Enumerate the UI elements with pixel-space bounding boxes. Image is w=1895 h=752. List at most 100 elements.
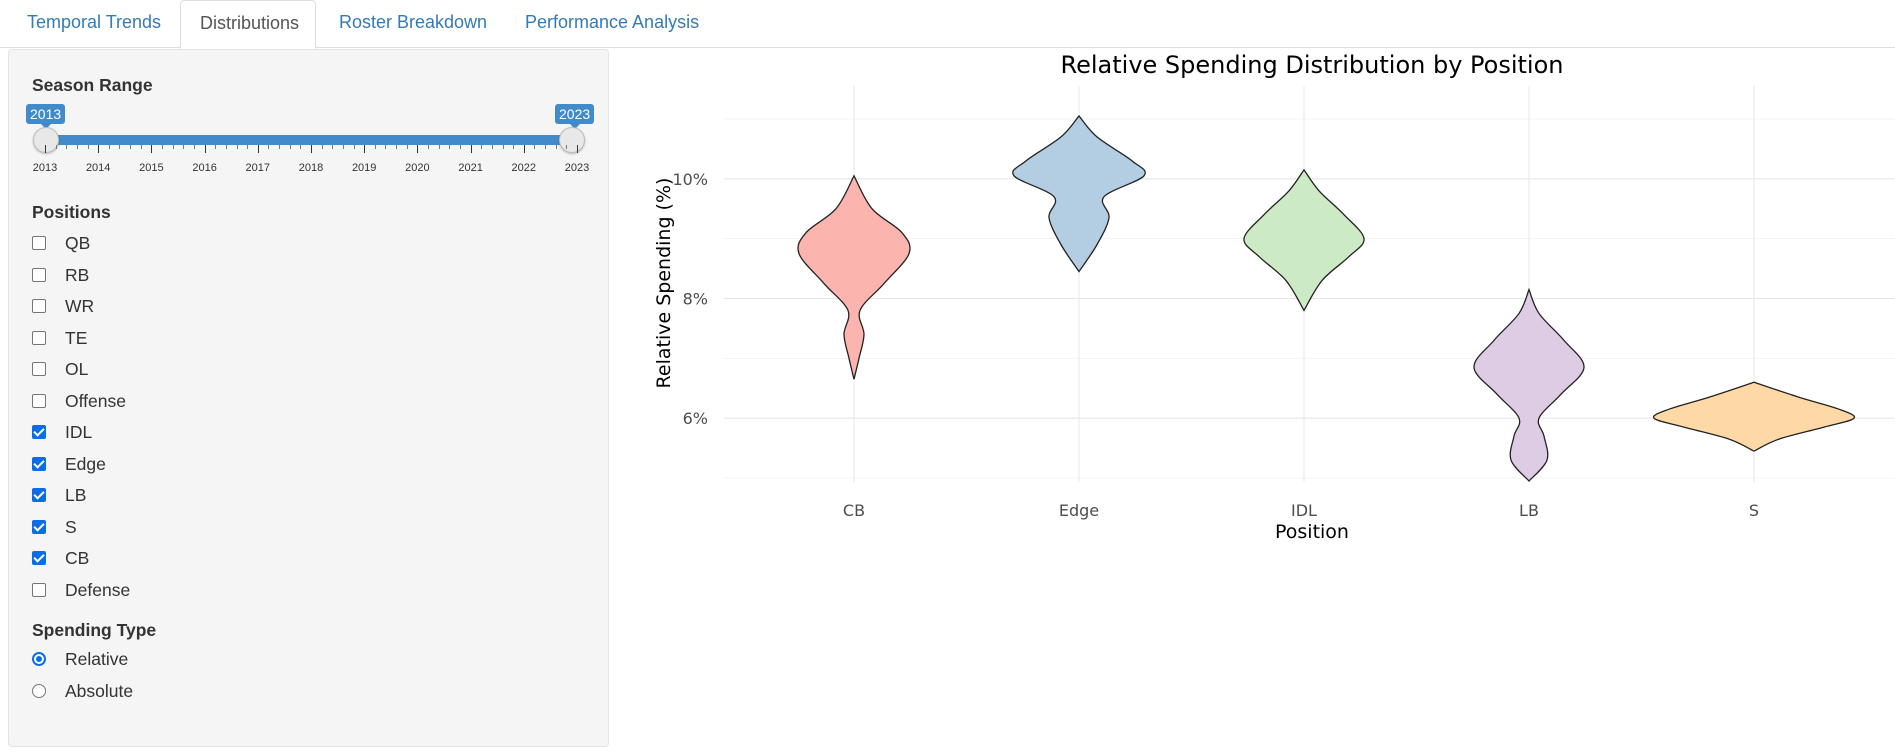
slider-minor-tick: [162, 145, 164, 149]
slider-minor-tick: [300, 145, 302, 149]
positions-label: Positions: [32, 202, 111, 222]
option-label: LB: [65, 485, 87, 505]
option-label: RB: [65, 264, 90, 285]
option-label: Defense: [65, 579, 131, 600]
chart-violins: [797, 114, 1856, 482]
checkbox[interactable]: [32, 362, 46, 376]
slider-minor-tick: [374, 145, 376, 149]
y-tick-label: 10%: [672, 170, 708, 189]
slider-tick-label: 2018: [298, 162, 324, 174]
slider-tick-label: 2021: [458, 162, 483, 174]
slider-minor-tick: [119, 145, 121, 149]
violin-lb: [1473, 287, 1585, 482]
checkbox[interactable]: [32, 425, 46, 439]
slider-minor-tick: [193, 145, 195, 149]
slider-minor-tick: [130, 145, 132, 149]
slider-minor-tick: [491, 145, 493, 149]
slider-minor-tick: [396, 145, 398, 149]
slider-minor-tick: [289, 145, 291, 149]
slider-tick-label: 2022: [511, 162, 537, 174]
checkbox[interactable]: [32, 456, 46, 471]
checkbox[interactable]: [32, 551, 46, 565]
tab-roster-breakdown[interactable]: Roster Breakdown: [339, 12, 488, 32]
option-label: IDL: [65, 422, 93, 442]
x-tick-label: S: [1749, 501, 1759, 520]
slider-to-value: 2023: [555, 104, 595, 129]
checkbox[interactable]: [32, 236, 46, 250]
slider-tick-label: 2016: [192, 162, 217, 174]
x-tick-label: IDL: [1291, 501, 1317, 520]
slider-minor-tick: [555, 145, 557, 149]
x-tick-label: Edge: [1059, 501, 1099, 520]
slider-minor-tick: [140, 145, 142, 149]
slider-minor-tick: [247, 145, 249, 149]
tab-performance-analysis[interactable]: Performance Analysis: [525, 12, 700, 32]
slider-minor-tick: [353, 145, 355, 149]
slider-minor-tick: [279, 145, 281, 149]
slider-minor-tick: [449, 145, 451, 149]
chart-x-axis-title: Position: [1275, 521, 1349, 543]
checkbox[interactable]: [32, 488, 46, 502]
tab-distributions[interactable]: Distributions: [180, 0, 316, 49]
slider-major-tick: [577, 145, 578, 153]
checkbox[interactable]: [32, 393, 46, 408]
slider-minor-tick: [406, 145, 408, 149]
slider-minor-tick: [66, 145, 68, 149]
slider-major-tick: [151, 145, 153, 153]
option-label: WR: [65, 296, 95, 316]
chart-title: Relative Spending Distribution by Positi…: [1061, 51, 1564, 79]
chart-y-axis: 6% 8% 10%: [672, 170, 708, 428]
radio-button[interactable]: [32, 652, 46, 666]
slider-minor-tick: [55, 145, 57, 149]
chart-x-axis: CB Edge IDL LB S: [843, 501, 1759, 520]
slider-minor-tick: [502, 145, 504, 149]
tab-temporal-trends[interactable]: Temporal Trends: [27, 12, 162, 32]
violin-s: [1652, 381, 1856, 452]
slider-tick-label: 2014: [85, 162, 111, 174]
spending-type-label: Spending Type: [32, 620, 157, 640]
sidebar-panel: Season Range 2013 2023 2013 2014 2015 2016 2…: [8, 49, 609, 747]
season-range-label: Season Range: [32, 75, 153, 95]
x-tick-label: CB: [843, 501, 865, 520]
checkbox[interactable]: [32, 267, 46, 282]
slider-minor-tick: [332, 145, 334, 149]
slider-to-handle[interactable]: [559, 127, 585, 153]
checkbox[interactable]: [32, 330, 46, 345]
slider-minor-tick: [342, 145, 344, 149]
slider-major-tick: [311, 145, 312, 153]
slider-minor-tick: [108, 145, 110, 149]
slider-minor-tick: [172, 145, 174, 149]
tab-bar: Temporal Trends Distributions Roster Bre…: [0, 0, 1895, 49]
slider-minor-tick: [438, 145, 440, 149]
slider-minor-tick: [566, 145, 568, 149]
option-label: OL: [65, 359, 89, 379]
slider-track[interactable]: [45, 135, 577, 145]
violin-idl: [1243, 168, 1365, 312]
slider-minor-tick: [321, 145, 323, 149]
slider-tick-label: 2015: [139, 162, 164, 174]
checkbox[interactable]: [32, 519, 46, 534]
slider-minor-tick: [513, 145, 515, 149]
checkbox[interactable]: [32, 582, 46, 597]
slider-minor-tick: [459, 145, 461, 149]
violin-cb: [797, 174, 911, 380]
slider-tick-label: 2013: [32, 162, 58, 174]
slider-minor-tick: [183, 145, 185, 149]
slider-minor-tick: [534, 145, 536, 149]
option-label: Offense: [65, 390, 126, 411]
slider-tick-label: 2019: [351, 162, 377, 174]
option-label: Absolute: [65, 680, 134, 701]
option-label: TE: [65, 327, 88, 348]
slider-major-tick: [204, 145, 206, 153]
chart-svg: 6% 8% 10% CB Edge IDL LB S Relative Spending D…: [653, 51, 1895, 543]
option-label: QB: [65, 233, 91, 253]
y-tick-label: 6%: [683, 409, 708, 428]
slider-minor-tick: [545, 145, 547, 149]
radio-button[interactable]: [32, 683, 46, 698]
checkbox[interactable]: [32, 299, 46, 313]
slider-minor-tick: [268, 145, 270, 149]
slider-major-tick: [364, 145, 366, 153]
slider-major-tick: [45, 145, 46, 153]
slider-minor-tick: [385, 145, 387, 149]
slider-from-handle[interactable]: [33, 127, 59, 153]
